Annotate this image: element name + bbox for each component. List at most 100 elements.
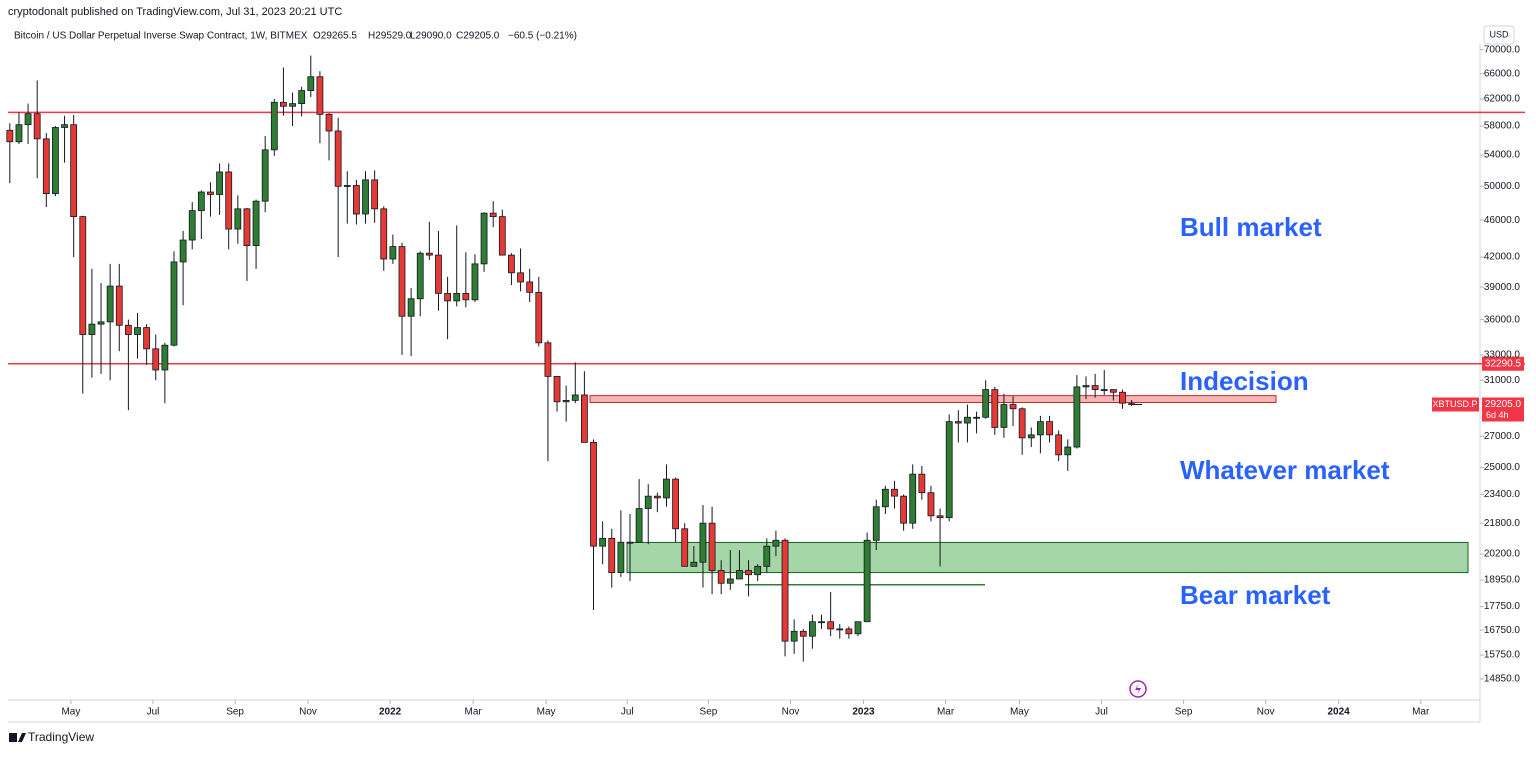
candle-body [708, 522, 716, 571]
x-tick-label: May [537, 707, 556, 718]
level-tag [1482, 356, 1524, 371]
candle-body [480, 212, 488, 265]
y-tick-label: 31000.0 [1484, 375, 1521, 386]
candle-body [590, 442, 597, 547]
candle-body [435, 254, 442, 294]
ohlc-high: H29529.0 [368, 31, 412, 42]
candle-body [161, 344, 169, 371]
footer-brand: TradingView [28, 730, 94, 744]
candle-body [79, 216, 87, 335]
x-tick-label: Jul [1095, 707, 1108, 718]
price-label: 29205.0 [1485, 399, 1522, 410]
candle-body [462, 293, 470, 301]
candle-body [143, 327, 151, 350]
candle-body [134, 327, 141, 335]
candle-body [918, 473, 926, 494]
x-tick-label: Sep [1175, 707, 1193, 718]
candle-body [1082, 385, 1090, 388]
candle-body [799, 630, 807, 637]
candle-body [508, 254, 515, 274]
currency-box[interactable] [1483, 25, 1515, 45]
y-tick-label: 70000.0 [1484, 44, 1521, 55]
candle-body [1055, 434, 1063, 456]
candle-body [736, 570, 743, 580]
candle-body [362, 179, 369, 215]
currency[interactable]: USD [1489, 29, 1509, 39]
candle-body [489, 212, 497, 218]
candle-body [754, 565, 762, 576]
candle-body [1064, 446, 1072, 456]
candle-body [170, 261, 178, 346]
y-tick-label: 62000.0 [1484, 94, 1521, 105]
candle-body [307, 76, 315, 91]
candle-body [234, 208, 242, 230]
candle-body [52, 127, 59, 195]
x-tick-label: Mar [937, 707, 955, 718]
candle-body [298, 90, 306, 105]
candle-body [1027, 434, 1035, 439]
x-tick-label: Nov [299, 707, 317, 718]
x-tick-label: 2022 [379, 707, 402, 718]
y-tick-label: 18950.0 [1484, 575, 1521, 586]
candle-body [836, 628, 844, 631]
candle-body [745, 570, 752, 576]
candle-body [900, 495, 908, 524]
y-tick-label: 50000.0 [1484, 181, 1521, 192]
candle-body [280, 101, 287, 107]
candle-body [70, 124, 78, 218]
candle-body [599, 537, 607, 547]
candle-body [653, 495, 661, 499]
annotation: Bear market [1180, 580, 1331, 610]
candle-body [371, 179, 379, 210]
candle-body [325, 113, 333, 132]
y-tick-label: 66000.0 [1484, 68, 1521, 79]
annotation: Whatever market [1180, 455, 1390, 485]
candle-body [498, 216, 506, 256]
candle-body [61, 124, 68, 128]
x-tick-label: Nov [782, 707, 800, 718]
candle-body [863, 539, 871, 623]
zone [589, 395, 1277, 403]
y-tick-label: 23400.0 [1484, 489, 1521, 500]
x-tick-label: Sep [226, 707, 244, 718]
y-tick-label: 17750.0 [1484, 601, 1521, 612]
candle-body [289, 103, 296, 107]
candle-body [681, 528, 689, 567]
candle-body [927, 492, 935, 517]
candle-body [42, 138, 50, 195]
candle-body [626, 541, 634, 544]
y-tick-label: 21800.0 [1484, 518, 1521, 529]
candle-body [535, 291, 543, 344]
candle-body [316, 76, 324, 115]
candle-body [964, 416, 971, 424]
candle-body [33, 113, 41, 140]
candle-body [425, 252, 433, 256]
x-tick-label: Sep [700, 707, 718, 718]
candle-body [644, 495, 652, 509]
y-tick-label: 46000.0 [1484, 215, 1521, 226]
candle-body [909, 473, 917, 524]
candle-body [790, 630, 798, 642]
candle-body [88, 323, 96, 335]
candle-body [1109, 389, 1117, 393]
candle-body [1009, 404, 1017, 410]
candle-body [1128, 403, 1136, 406]
publish-info: cryptodonalt published on TradingView.co… [8, 6, 342, 18]
candle-body [152, 348, 160, 371]
candle-body [1091, 385, 1099, 390]
candle-body [663, 478, 670, 499]
y-tick-label: 25000.0 [1484, 462, 1521, 473]
y-tick-label: 58000.0 [1484, 121, 1521, 132]
candle-body [881, 488, 889, 508]
event-icon[interactable] [1129, 680, 1147, 698]
candle-body [179, 239, 187, 263]
zone [626, 541, 1469, 574]
candle-body [197, 191, 205, 211]
ohlc-change: −60.5 (−0.21%) [508, 31, 577, 42]
candle-body [772, 539, 780, 547]
candle-body [526, 281, 534, 293]
candle-body [243, 208, 251, 247]
y-tick-label: 14850.0 [1484, 674, 1521, 685]
candle-body [617, 541, 625, 574]
candle-body [827, 621, 835, 630]
